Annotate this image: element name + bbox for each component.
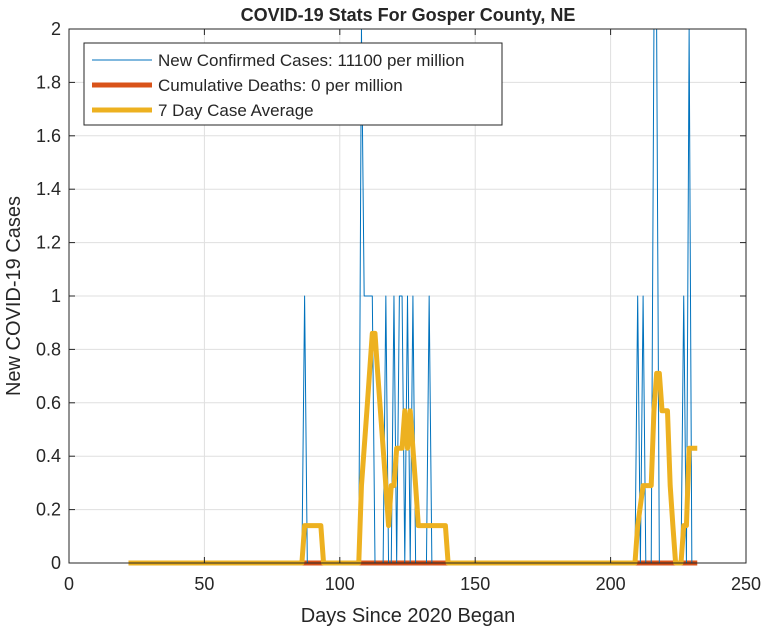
y-tick-label: 0.8 bbox=[36, 339, 61, 359]
x-tick-label: 150 bbox=[460, 574, 490, 594]
y-tick-label: 0.4 bbox=[36, 446, 61, 466]
x-axis-label: Days Since 2020 Began bbox=[301, 605, 516, 627]
x-tick-label: 100 bbox=[325, 574, 355, 594]
y-tick-label: 2 bbox=[51, 19, 61, 39]
y-axis-ticks: 0 0.2 0.4 0.6 0.8 1 1.2 1.4 1.6 1.8 2 bbox=[36, 19, 746, 573]
y-axis-label: New COVID-19 Cases bbox=[3, 196, 25, 396]
y-tick-label: 0.2 bbox=[36, 500, 61, 520]
y-tick-label: 1.8 bbox=[36, 72, 61, 92]
y-tick-label: 1.2 bbox=[36, 233, 61, 253]
chart-title: COVID-19 Stats For Gosper County, NE bbox=[241, 5, 576, 25]
legend-label-1: New Confirmed Cases: 11100 per million bbox=[158, 51, 464, 70]
x-tick-label: 200 bbox=[596, 574, 626, 594]
x-tick-label: 50 bbox=[194, 574, 214, 594]
legend-label-2: Cumulative Deaths: 0 per million bbox=[158, 76, 403, 95]
legend-label-3: 7 Day Case Average bbox=[158, 101, 314, 120]
y-tick-label: 1.4 bbox=[36, 179, 61, 199]
y-tick-label: 0.6 bbox=[36, 393, 61, 413]
y-tick-label: 0 bbox=[51, 553, 61, 573]
x-tick-label: 250 bbox=[731, 574, 761, 594]
legend-box bbox=[83, 42, 503, 126]
x-tick-label: 0 bbox=[64, 574, 74, 594]
y-tick-label: 1.6 bbox=[36, 126, 61, 146]
y-tick-label: 1 bbox=[51, 286, 61, 306]
x-axis-ticks: 0 50 100 150 200 250 bbox=[64, 29, 761, 594]
series-line-3 bbox=[128, 330, 698, 566]
legend: New Confirmed Cases: 11100 per million Cu… bbox=[83, 42, 503, 126]
